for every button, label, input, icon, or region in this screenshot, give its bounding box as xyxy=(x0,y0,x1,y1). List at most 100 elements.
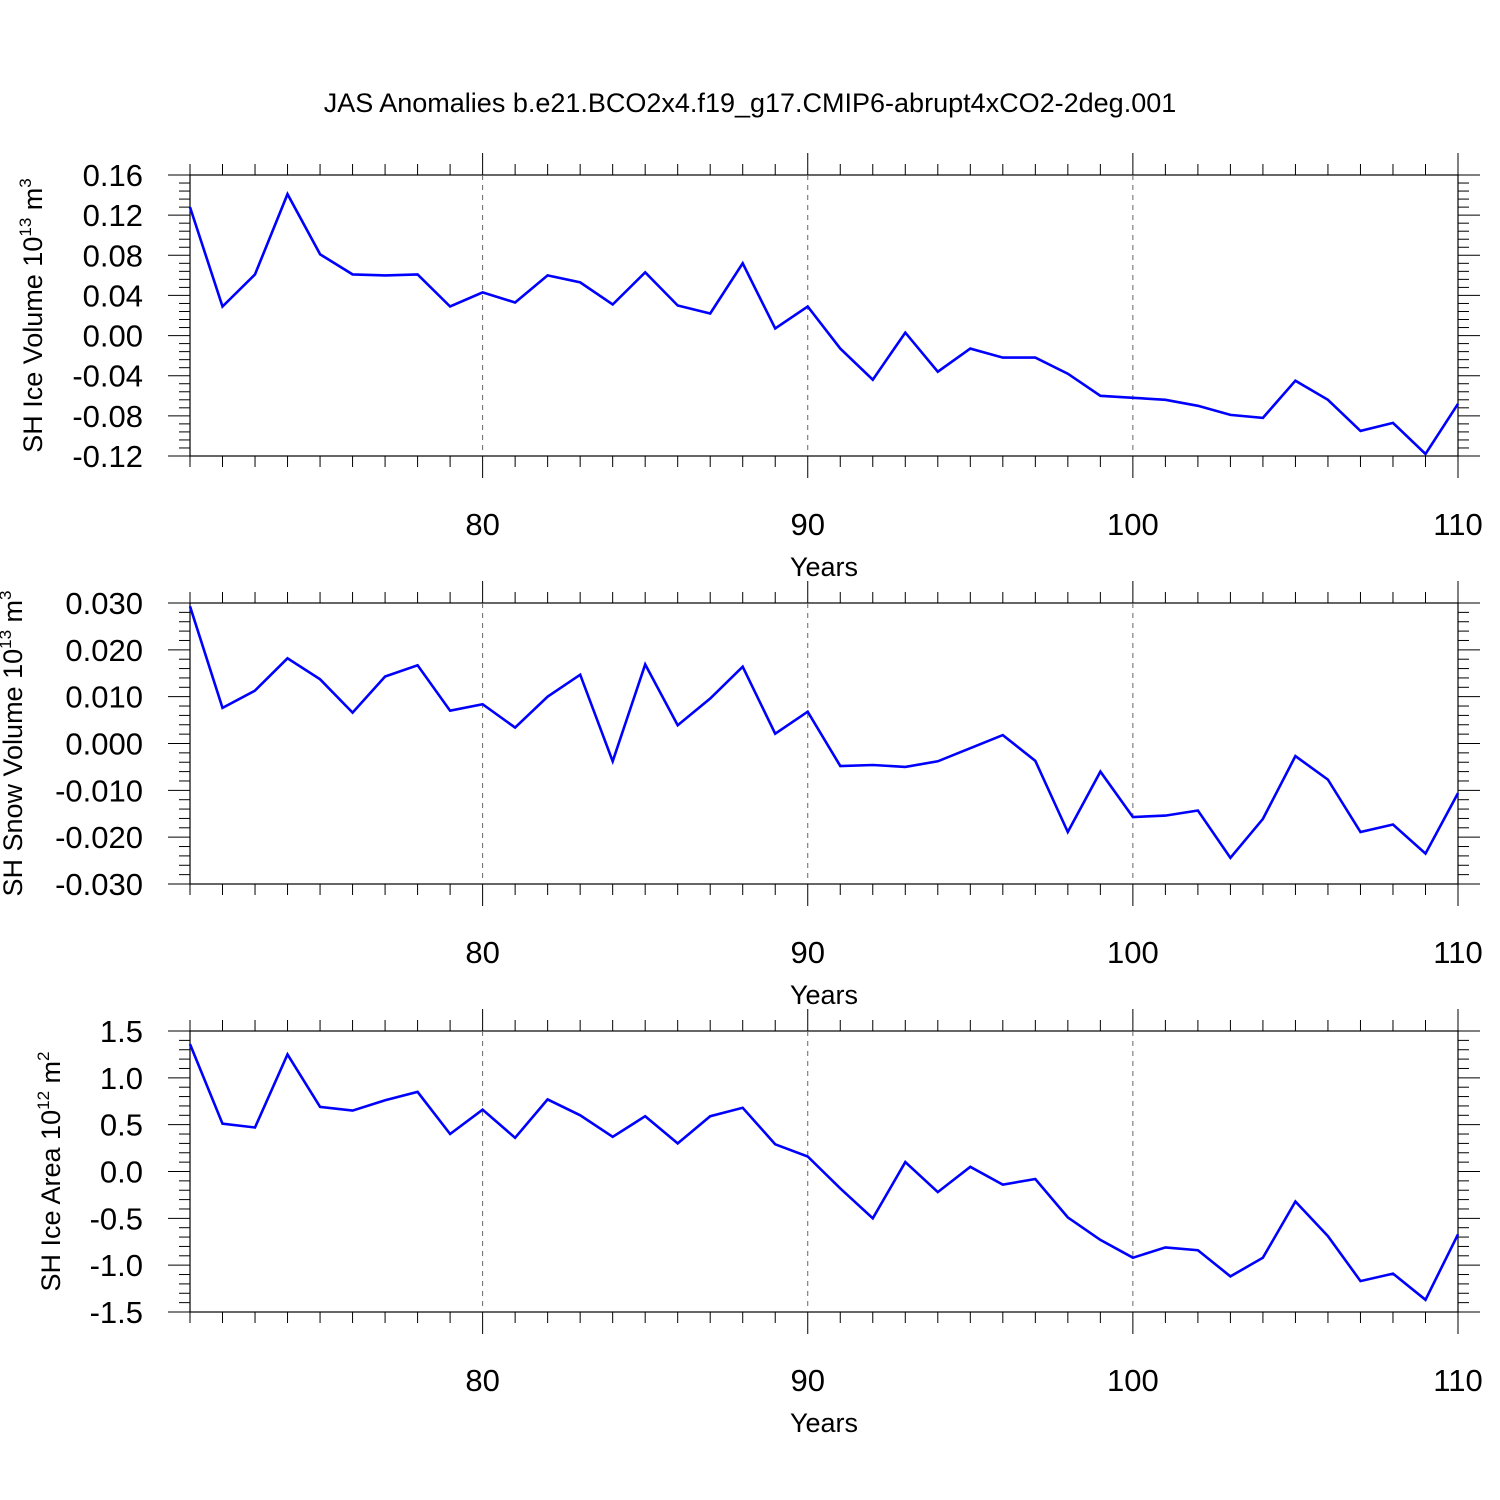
data-point xyxy=(1294,755,1296,757)
y-tick-label: 0.5 xyxy=(100,1108,143,1143)
y-tick-label: 0.00 xyxy=(83,319,143,354)
y-tick-label: 0.000 xyxy=(65,727,143,762)
data-point xyxy=(1164,815,1166,817)
data-point xyxy=(1229,414,1231,416)
data-point xyxy=(612,760,614,762)
data-point xyxy=(807,711,809,713)
data-point xyxy=(807,305,809,307)
x-tick-label: 100 xyxy=(1107,507,1159,542)
data-point xyxy=(547,696,549,698)
data-point xyxy=(612,303,614,305)
data-point xyxy=(1262,1257,1264,1259)
data-point xyxy=(644,271,646,273)
data-point xyxy=(254,1126,256,1128)
data-point xyxy=(709,1115,711,1117)
data-point xyxy=(937,1191,939,1193)
data-point xyxy=(514,301,516,303)
x-axis-label: Years xyxy=(790,980,858,1010)
data-point xyxy=(449,1133,451,1135)
data-point xyxy=(1099,771,1101,773)
y-axis-label-part: SH Ice Volume xyxy=(18,267,48,453)
data-point xyxy=(1294,380,1296,382)
data-point xyxy=(677,724,679,726)
data-point xyxy=(677,304,679,306)
data-point xyxy=(872,764,874,766)
y-tick-label: -0.08 xyxy=(72,399,143,434)
data-point xyxy=(709,698,711,700)
y-axis-label-part: m xyxy=(18,188,48,211)
y-tick-label: 0.08 xyxy=(83,238,143,273)
data-point xyxy=(1359,831,1361,833)
data-point xyxy=(579,1114,581,1116)
y-axis-label-superscript: 2 xyxy=(34,1051,53,1060)
data-point xyxy=(514,1137,516,1139)
data-point xyxy=(189,605,191,607)
y-tick-label: -1.5 xyxy=(90,1295,143,1330)
data-point xyxy=(709,312,711,314)
y-axis-label: SH Ice Area 1012 m2 xyxy=(34,1051,66,1291)
data-point xyxy=(1424,853,1426,855)
data-point xyxy=(319,253,321,255)
data-point xyxy=(839,348,841,350)
data-point xyxy=(319,678,321,680)
y-tick-label: 0.020 xyxy=(65,633,143,668)
data-point xyxy=(1002,1184,1004,1186)
data-point xyxy=(1392,824,1394,826)
chart-title: JAS Anomalies b.e21.BCO2x4.f19_g17.CMIP6… xyxy=(324,88,1177,118)
data-point xyxy=(872,379,874,381)
data-point xyxy=(1327,779,1329,781)
data-point xyxy=(1132,816,1134,818)
x-tick-label: 90 xyxy=(791,935,825,970)
data-point xyxy=(774,328,776,330)
y-axis-label-part xyxy=(0,622,28,630)
y-axis-label-part: SH Snow Volume xyxy=(0,679,28,897)
data-point xyxy=(612,1136,614,1138)
data-point xyxy=(514,727,516,729)
data-point xyxy=(222,305,224,307)
x-tick-label: 110 xyxy=(1433,507,1482,542)
data-point xyxy=(1132,1257,1134,1259)
y-axis-label-superscript: 12 xyxy=(34,1091,53,1110)
data-point xyxy=(1327,399,1329,401)
x-axis-label: Years xyxy=(790,552,858,582)
data-point xyxy=(904,332,906,334)
data-point xyxy=(287,1053,289,1055)
y-axis-label-superscript: 13 xyxy=(0,630,15,649)
x-tick-label: 80 xyxy=(465,1363,499,1398)
data-point xyxy=(287,657,289,659)
data-point xyxy=(384,676,386,678)
data-point xyxy=(482,703,484,705)
y-axis-label-part: 10 xyxy=(18,237,48,267)
data-point xyxy=(969,747,971,749)
data-point xyxy=(1424,453,1426,455)
data-point xyxy=(742,1107,744,1109)
series-line xyxy=(188,1043,1460,1302)
y-tick-label: -0.5 xyxy=(90,1201,143,1236)
data-point xyxy=(1067,1216,1069,1218)
data-point xyxy=(937,760,939,762)
x-tick-label: 110 xyxy=(1433,1363,1482,1398)
data-point xyxy=(1034,760,1036,762)
data-point xyxy=(1034,1178,1036,1180)
data-point xyxy=(222,1123,224,1125)
x-tick-label: 100 xyxy=(1107,1363,1159,1398)
y-axis-label-part xyxy=(36,1083,66,1091)
y-tick-label: 0.030 xyxy=(65,586,143,621)
data-point xyxy=(579,674,581,676)
plot-frame xyxy=(189,602,1459,885)
data-point xyxy=(937,371,939,373)
x-tick-label: 100 xyxy=(1107,935,1159,970)
data-point xyxy=(254,690,256,692)
data-point xyxy=(1262,417,1264,419)
data-point xyxy=(774,1143,776,1145)
data-point xyxy=(352,273,354,275)
data-point xyxy=(384,1099,386,1101)
data-point xyxy=(807,1156,809,1158)
data-point xyxy=(1457,403,1459,405)
data-point xyxy=(969,1166,971,1168)
x-tick-label: 80 xyxy=(465,935,499,970)
y-axis-label-superscript: 13 xyxy=(16,218,35,237)
data-point xyxy=(1457,792,1459,794)
y-tick-label: 0.0 xyxy=(100,1155,143,1190)
